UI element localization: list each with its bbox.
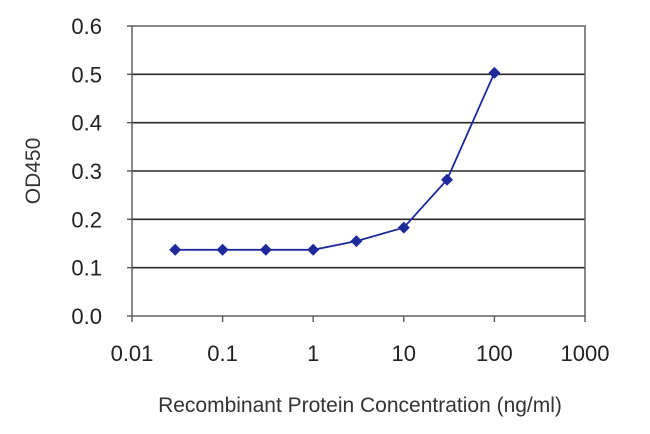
y-tick-label: 0.3 [71, 159, 102, 184]
x-axis-title: Recombinant Protein Concentration (ng/ml… [158, 394, 562, 417]
data-point-1 [216, 243, 229, 256]
x-tick-label: 0.01 [111, 341, 154, 366]
y-tick-label: 0.4 [71, 111, 102, 136]
y-tick-label: 0.2 [71, 207, 102, 232]
data-point-7 [488, 66, 501, 79]
y-tick-label: 0.1 [71, 256, 102, 281]
data-point-0 [169, 243, 182, 256]
y-tick-label: 0.6 [71, 14, 102, 39]
data-point-2 [259, 243, 272, 256]
y-tick-label: 0.5 [71, 62, 102, 87]
y-axis-title: OD450 [22, 138, 45, 205]
y-axis-ticks: 0.0 0.1 0.2 0.3 0.4 0.5 0.6 [71, 14, 132, 329]
x-tick-label: 1000 [561, 341, 610, 366]
y-tick-label: 0.0 [71, 304, 102, 329]
x-tick-label: 1 [307, 341, 319, 366]
x-axis-ticks: 0.01 0.1 1 10 100 1000 [111, 316, 610, 366]
x-tick-label: 10 [392, 341, 416, 366]
x-tick-label: 0.1 [207, 341, 238, 366]
data-point-5 [397, 221, 410, 234]
x-tick-label: 100 [476, 341, 513, 366]
series-0 [169, 66, 501, 256]
series-line [175, 72, 496, 251]
gridlines [132, 73, 585, 269]
data-point-3 [307, 243, 320, 256]
data-point-6 [441, 173, 453, 186]
data-point-4 [350, 235, 363, 248]
